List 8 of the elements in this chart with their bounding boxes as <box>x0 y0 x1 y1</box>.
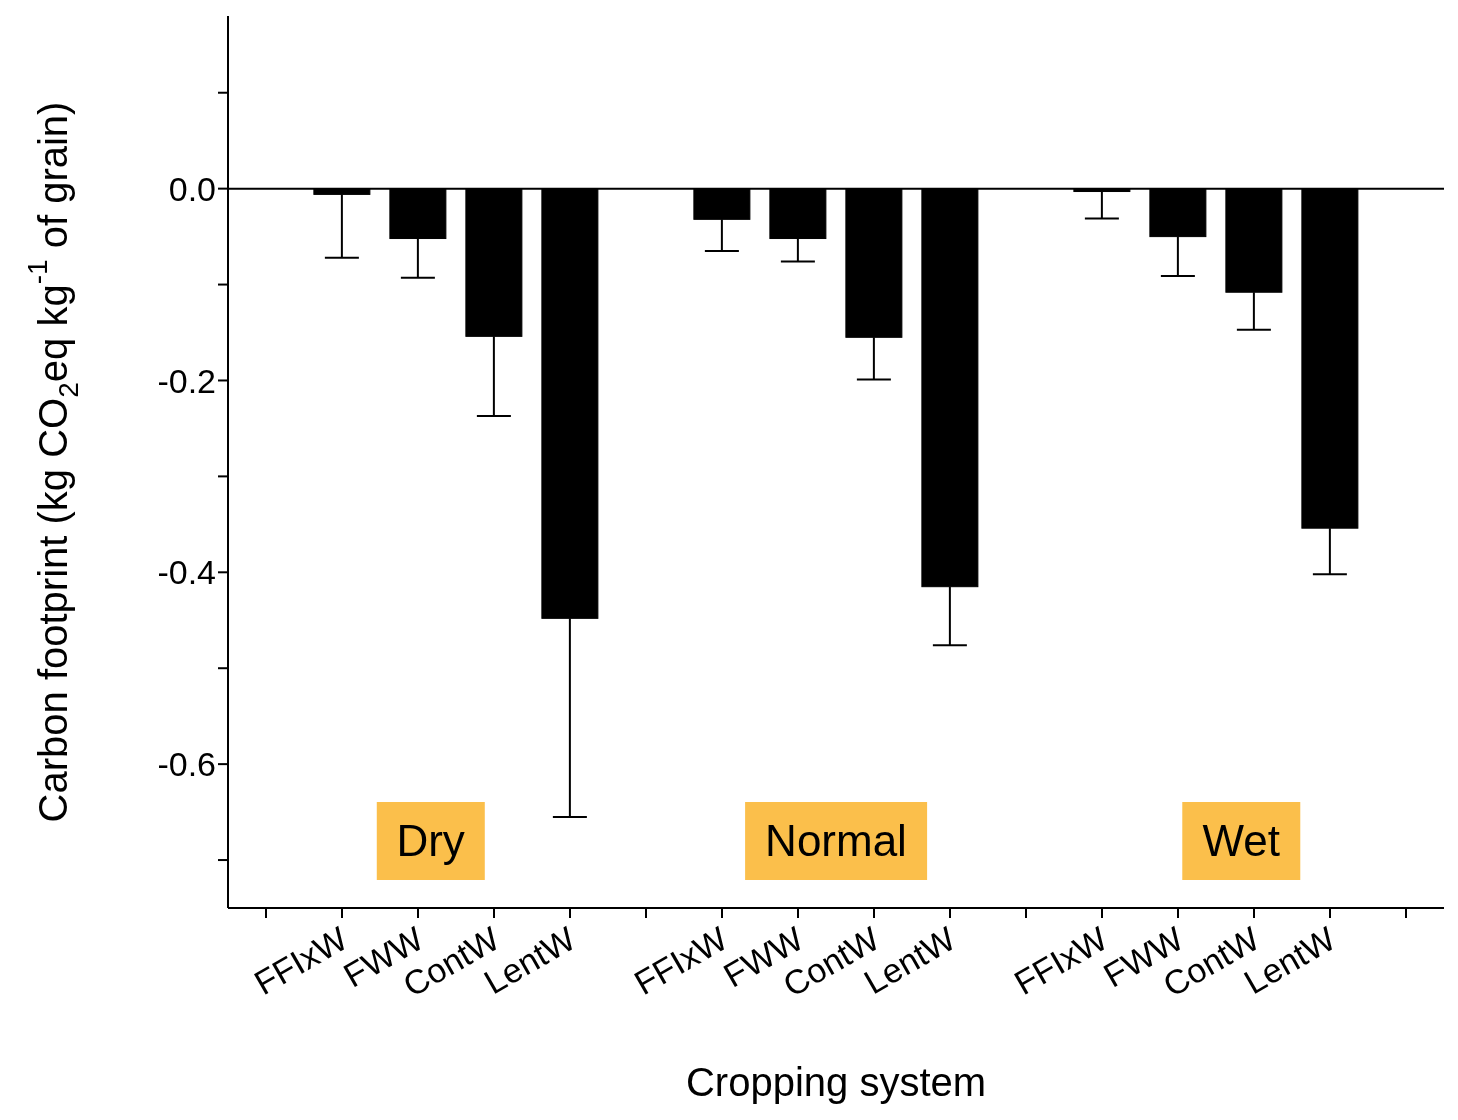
x-axis-title: Cropping system <box>685 1060 987 1104</box>
annotation: Normal <box>745 801 927 880</box>
y-tick-label: -0.4 <box>157 553 216 592</box>
annotation: Wet <box>1182 801 1301 880</box>
y-tick-label: -0.2 <box>157 361 216 400</box>
annotation: Dry <box>376 801 485 880</box>
y-tick-label: -0.6 <box>157 745 216 784</box>
y-tick-label: 0.0 <box>168 169 216 208</box>
